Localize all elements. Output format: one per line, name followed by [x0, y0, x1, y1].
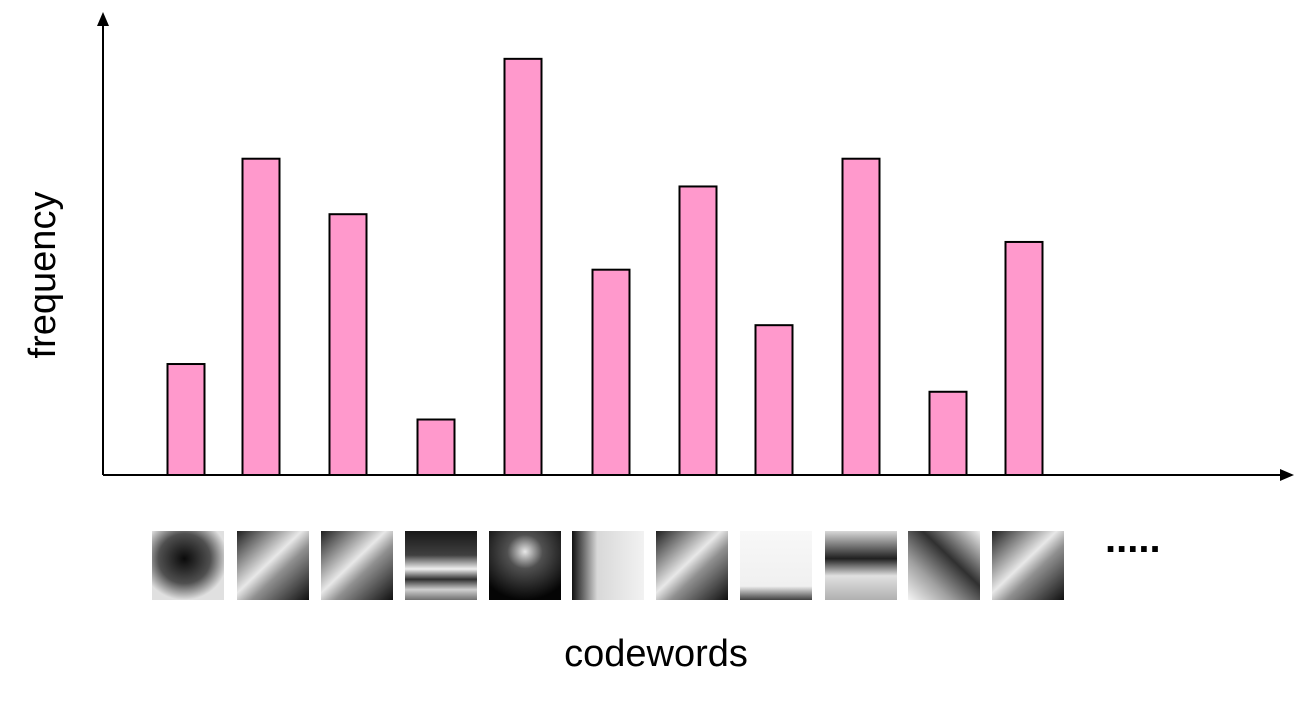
codeword-patch-9: [825, 531, 897, 600]
y-axis-arrowhead: [97, 12, 109, 26]
bar-9: [841, 157, 881, 476]
codeword-patch-6: [572, 531, 644, 600]
codeword-patches: [152, 531, 1064, 600]
bar-2: [241, 157, 281, 476]
bar-7: [678, 185, 718, 476]
bar-6: [591, 268, 631, 476]
codeword-patch-2: [237, 531, 309, 600]
codeword-patch-3: [321, 531, 393, 600]
x-axis-label: codewords: [564, 633, 748, 675]
bar-11: [1004, 240, 1044, 476]
x-axis-continuation: .....: [1105, 517, 1161, 561]
codeword-patch-4: [405, 531, 477, 600]
bar-4: [416, 418, 456, 477]
bar-series: [166, 57, 1044, 477]
bar-10: [928, 390, 968, 476]
codeword-patch-8: [740, 531, 812, 600]
y-axis-label: frequency: [22, 192, 64, 359]
codeword-patch-10: [908, 531, 980, 600]
codeword-patch-5: [489, 531, 561, 600]
bar-3: [328, 213, 368, 477]
codeword-patch-1: [152, 531, 224, 600]
x-axis-arrowhead: [1280, 469, 1294, 481]
bar-1: [166, 363, 206, 476]
codeword-patch-11: [992, 531, 1064, 600]
codeword-patch-7: [656, 531, 728, 600]
bar-8: [754, 324, 794, 476]
bar-5: [503, 57, 543, 477]
